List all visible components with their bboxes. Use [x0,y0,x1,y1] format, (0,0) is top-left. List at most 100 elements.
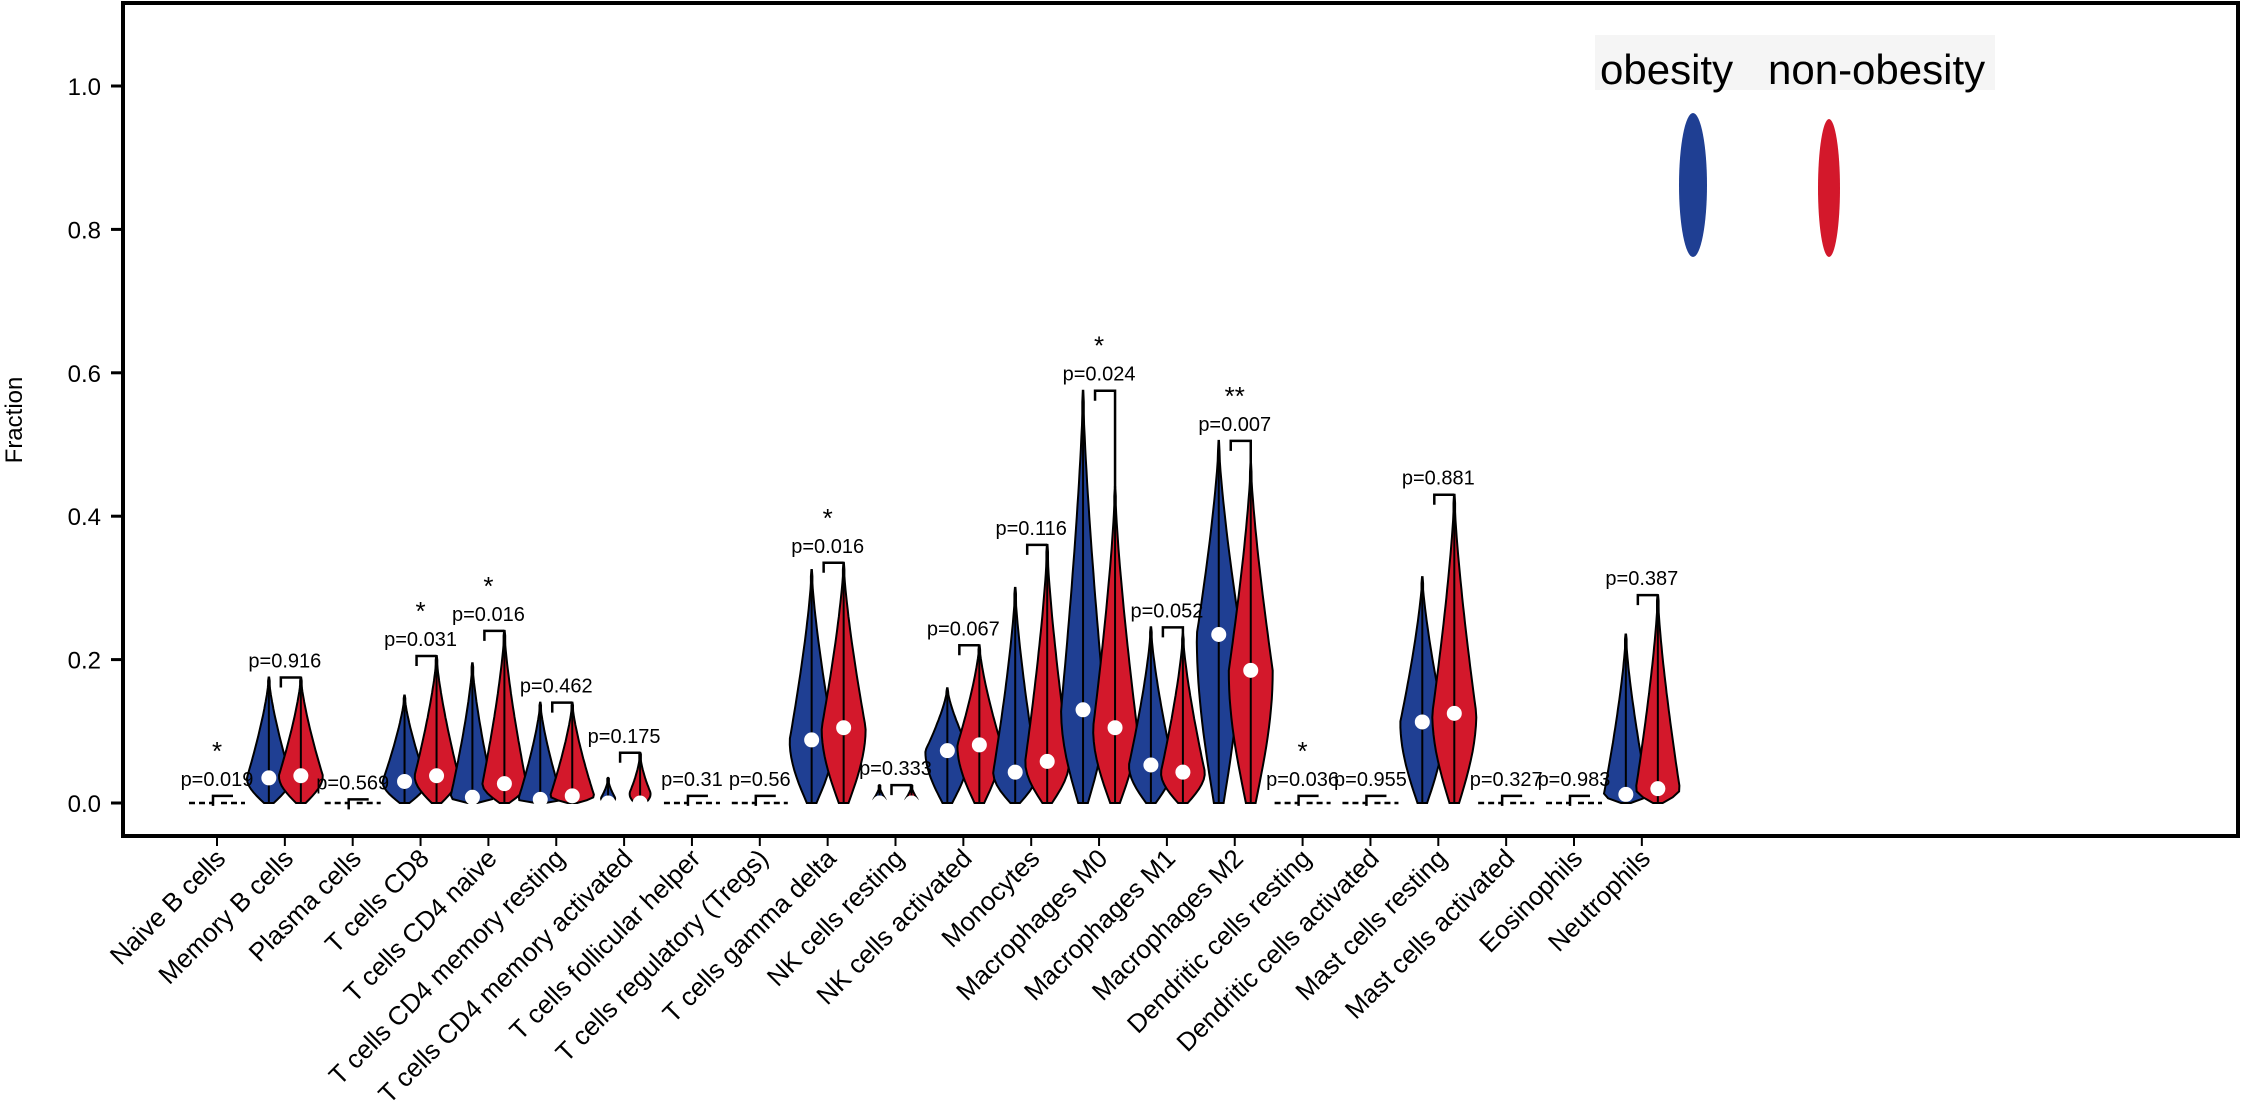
p-value-label: p=0.955 [1334,769,1407,791]
p-value-label: p=0.462 [520,676,593,698]
violin-group [1399,493,1478,804]
significance-bracket [279,676,301,688]
median-marker [293,768,309,784]
x-tick-label: Naive B cells [104,843,231,970]
significance-stars: * [483,571,493,601]
median-marker [872,795,887,811]
p-value-label: p=0.983 [1538,769,1611,791]
legend-background [1595,35,1995,90]
y-axis: 0.0 0.2 0.4 0.6 0.8 1.0 [68,74,123,818]
violin-group [1060,389,1138,804]
median-marker [904,795,919,811]
violin-group [788,561,867,804]
median-marker [1075,702,1091,718]
significance-bracket [1636,593,1658,606]
significance-bracket [890,783,912,796]
y-tick-label: 0.0 [68,791,101,818]
violin-group [992,543,1071,804]
median-marker [532,791,548,807]
median-marker [836,720,852,736]
p-value-label: p=0.916 [248,651,321,673]
plot-frame [121,1,2240,838]
significance-bracket [1365,794,1387,806]
significance-bracket [1025,543,1048,555]
y-tick-label: 0.6 [68,361,101,388]
p-value-label: p=0.019 [181,769,254,791]
significance-stars: * [212,736,222,766]
p-value-label: p=0.116 [996,518,1067,540]
significance-bracket [483,629,505,641]
median-marker [632,795,648,811]
annotations-layer: p=0.019 * p=0.916 p=0.569 p=0.031 * p=0.016 * p=… [181,331,1678,810]
significance-bracket [415,654,437,667]
p-value-label: p=0.067 [927,618,1000,640]
median-marker [1650,781,1666,797]
median-marker [1243,662,1259,678]
median-marker [1039,753,1055,769]
median-marker [397,773,413,789]
significance-bracket [1161,626,1185,638]
significance-bracket [686,794,708,806]
p-value-label: p=0.387 [1605,568,1678,590]
median-marker [1211,627,1227,643]
y-tick-label: 0.8 [68,217,101,244]
violin-group [1128,626,1206,804]
significance-stars: ** [1225,381,1245,411]
p-value-label: p=0.881 [1402,468,1475,490]
median-marker [600,795,616,811]
violin-group [517,701,595,807]
p-value-label: p=0.333 [859,758,932,780]
legend: obesity non-obesity [1595,35,1995,257]
p-value-label: p=0.016 [791,536,864,558]
significance-bracket [1568,794,1590,806]
y-tick-label: 1.0 [68,74,101,101]
legend-swatch-obesity [1679,113,1707,257]
violin-group [600,751,652,811]
median-marker [1446,705,1462,721]
significance-stars: * [1094,331,1104,361]
p-value-label: p=0.024 [1063,364,1136,386]
significance-bracket [551,701,573,713]
p-value-label: p=0.031 [384,629,457,651]
p-value-label: p=0.569 [316,772,389,794]
median-marker [1618,786,1634,802]
significance-bracket [1297,794,1319,806]
legend-label-obesity: obesity [1600,46,1733,93]
significance-bracket [958,644,980,656]
p-value-label: p=0.007 [1198,414,1271,436]
median-marker [1107,720,1123,736]
violin-group [1195,439,1274,804]
significance-bracket [754,794,776,806]
median-marker [939,743,955,759]
p-value-label: p=0.327 [1470,769,1543,791]
median-marker [496,776,512,792]
violins-layer [189,389,1681,811]
significance-bracket [822,561,844,573]
violin-group [245,676,324,804]
significance-bracket [618,751,641,763]
median-marker [464,789,480,805]
y-tick-label: 0.4 [68,504,101,531]
p-value-label: p=0.31 [661,769,723,791]
legend-swatch-non-obesity [1818,119,1840,257]
p-value-label: p=0.016 [452,604,525,626]
median-marker [804,732,820,748]
violin-group [872,784,919,811]
median-marker [261,770,277,786]
violin-group [924,644,1003,804]
p-value-label: p=0.036 [1266,769,1339,791]
significance-stars: * [415,596,425,626]
y-axis-label: Fraction [1,377,28,464]
significance-bracket [1093,389,1117,488]
significance-bracket [1433,493,1455,505]
median-marker [1143,757,1159,773]
median-marker [1175,764,1191,780]
y-tick-label: 0.2 [68,648,101,675]
legend-label-non-obesity: non-obesity [1768,46,1985,93]
p-value-label: p=0.052 [1130,600,1203,622]
violin-group [1602,594,1681,804]
violin-group [381,655,460,804]
significance-bracket [211,794,233,806]
